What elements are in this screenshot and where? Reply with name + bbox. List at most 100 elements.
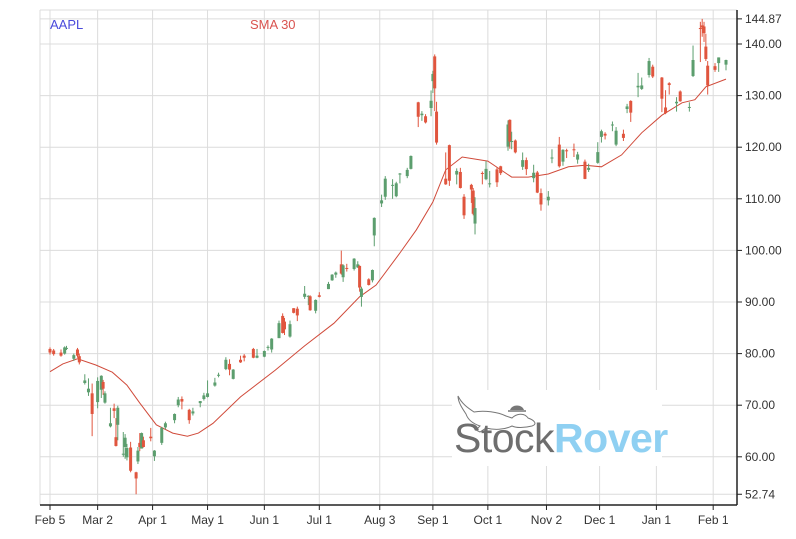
- candle: [640, 77, 644, 90]
- candle-body: [420, 113, 424, 116]
- candle: [614, 127, 618, 147]
- x-tick-label: Jul 1: [307, 513, 333, 527]
- candle-body: [546, 196, 550, 201]
- candle: [352, 258, 356, 271]
- candle: [306, 295, 310, 306]
- candle-body: [687, 106, 691, 108]
- candle: [77, 353, 81, 365]
- candle-body: [636, 85, 640, 88]
- candle: [213, 377, 217, 387]
- candle-body: [330, 274, 334, 281]
- candle-body: [405, 169, 409, 177]
- candle-body: [292, 308, 296, 313]
- candle-body: [521, 160, 525, 167]
- candle: [308, 295, 312, 311]
- candle: [625, 103, 629, 114]
- candles: [48, 18, 728, 495]
- candle-body: [303, 293, 307, 297]
- candle: [176, 396, 180, 408]
- candle-body: [262, 351, 266, 357]
- x-tick-label: Feb 5: [35, 513, 66, 527]
- candle-body: [513, 140, 517, 153]
- candle-body: [587, 167, 591, 170]
- candle: [75, 347, 79, 358]
- candle-body: [629, 100, 633, 113]
- candle: [550, 149, 554, 164]
- candle: [532, 164, 536, 183]
- candle-body: [103, 393, 107, 403]
- candle-body: [678, 91, 682, 102]
- candle: [524, 157, 528, 176]
- candle: [356, 261, 360, 268]
- candle: [314, 299, 318, 314]
- candle-body: [664, 107, 668, 114]
- candle: [583, 159, 587, 180]
- candle-body: [367, 279, 371, 285]
- candle-body: [447, 145, 451, 181]
- candle: [59, 349, 63, 357]
- x-tick-label: Dec 1: [584, 513, 616, 527]
- candle-body: [462, 196, 466, 216]
- candle: [262, 350, 266, 358]
- candle: [416, 101, 420, 128]
- candle: [391, 179, 395, 199]
- candle-body: [416, 102, 420, 117]
- candle-body: [702, 26, 706, 34]
- candle: [123, 434, 127, 459]
- candle: [114, 418, 118, 447]
- candle: [576, 151, 580, 164]
- candle: [149, 427, 153, 442]
- candle-body: [370, 270, 374, 281]
- y-tick-label: 110.00: [745, 192, 781, 206]
- candle: [706, 61, 710, 95]
- candle: [621, 129, 625, 142]
- candle: [134, 471, 138, 495]
- candle-body: [282, 321, 286, 330]
- y-tick-label: 70.00: [745, 398, 775, 412]
- candle-body: [610, 124, 614, 126]
- candle-body: [295, 308, 299, 316]
- y-tick-label: 52.74: [745, 487, 775, 501]
- candle-body: [288, 324, 292, 337]
- sma-series: [49, 78, 727, 437]
- candle-body: [83, 380, 87, 384]
- candle: [64, 345, 68, 350]
- candle: [557, 136, 561, 168]
- candle-body: [480, 173, 484, 174]
- candle-body: [101, 381, 105, 389]
- candle: [292, 308, 296, 314]
- candle-body: [561, 149, 565, 162]
- candle-body: [198, 401, 202, 404]
- candle: [647, 57, 651, 78]
- candle: [599, 129, 603, 143]
- candle: [255, 348, 259, 359]
- candle: [704, 33, 708, 62]
- candle-body: [242, 355, 246, 358]
- candle-body: [488, 183, 492, 185]
- candle-body: [484, 168, 488, 180]
- candle-body: [550, 157, 554, 159]
- candle: [664, 90, 668, 115]
- candle: [596, 142, 600, 164]
- candle: [239, 355, 243, 363]
- candle: [160, 426, 164, 445]
- candle-body: [108, 423, 112, 427]
- x-tick-label: Jan 1: [642, 513, 672, 527]
- candle-body: [180, 399, 184, 402]
- candle-body: [129, 447, 133, 471]
- candle: [484, 161, 488, 181]
- x-tick-label: Sep 1: [417, 513, 449, 527]
- candle: [345, 263, 349, 272]
- candle-body: [625, 106, 629, 110]
- candle-body: [59, 352, 63, 356]
- candle: [370, 269, 374, 283]
- candle: [251, 347, 255, 359]
- candle-body: [435, 111, 439, 143]
- candle: [202, 392, 206, 401]
- candle: [539, 188, 543, 211]
- candle: [224, 357, 228, 371]
- y-tick-label: 60.00: [745, 450, 775, 464]
- candle-body: [583, 161, 587, 179]
- candle-body: [125, 448, 129, 458]
